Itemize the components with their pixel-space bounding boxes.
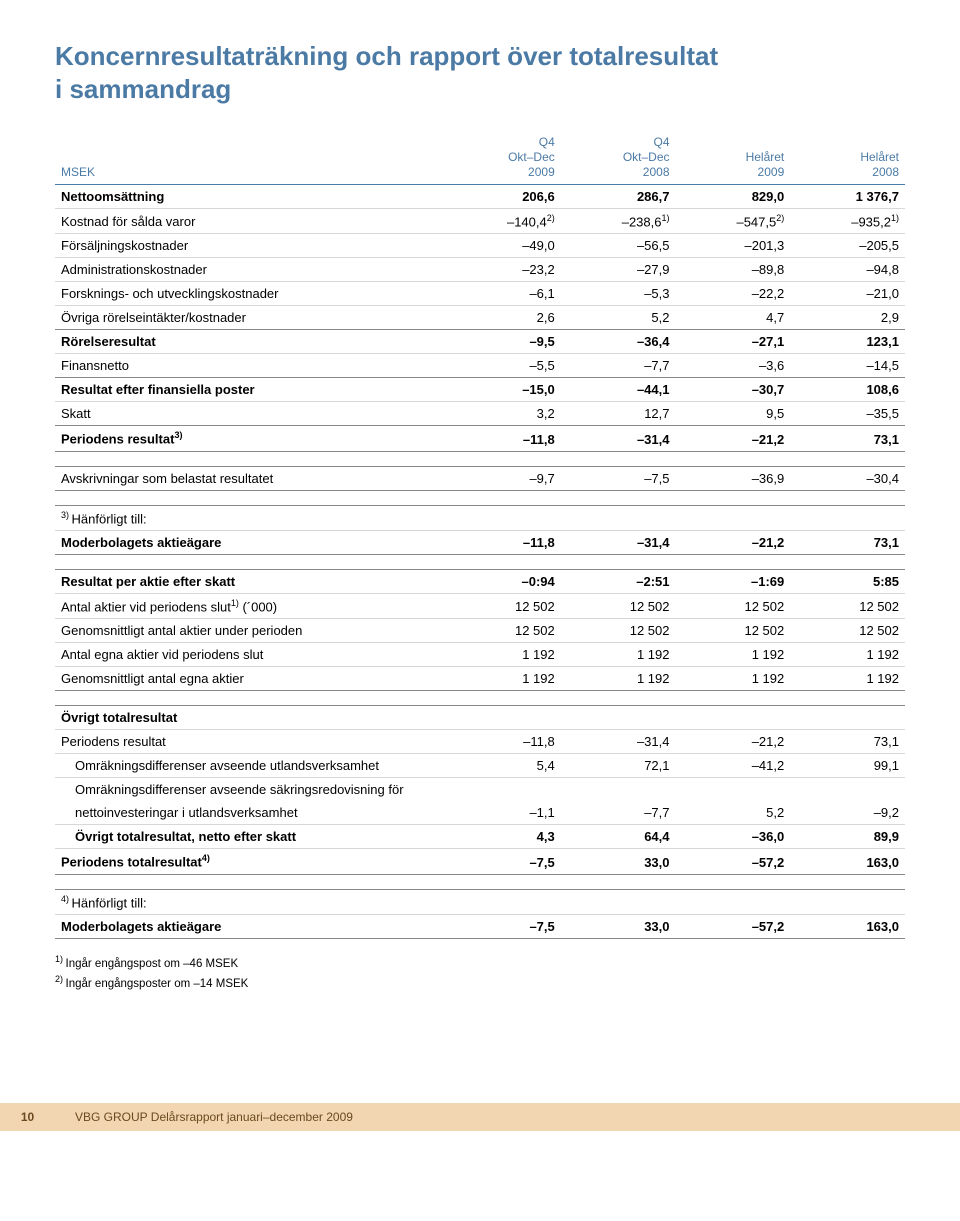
table-row: Periodens resultat3) –11,8–31,4–21,273,1 (55, 426, 905, 451)
footnotes: 1) Ingår engångspost om –46 MSEK 2) Ingå… (55, 953, 905, 993)
title-line2: i sammandrag (55, 74, 231, 104)
table-row: Resultat efter finansiella poster–15,0–4… (55, 378, 905, 402)
table-row: Rörelseresultat–9,5–36,4–27,1123,1 (55, 330, 905, 354)
table-row: Omräkningsdifferenser avseende utlandsve… (55, 754, 905, 778)
col-msek: MSEK (55, 131, 446, 185)
table-row: Övrigt totalresultat (55, 706, 905, 730)
gap-row (55, 490, 905, 505)
col-year-2009: Helåret 2009 (676, 131, 791, 185)
gap-row (55, 691, 905, 706)
table-row: Övrigt totalresultat, netto efter skatt4… (55, 825, 905, 849)
col-q4-2009: Q4 Okt–Dec 2009 (446, 131, 561, 185)
table-row: Övriga rörelseintäkter/kostnader2,65,24,… (55, 306, 905, 330)
table-row: Avskrivningar som belastat resultatet–9,… (55, 466, 905, 490)
gap-row (55, 554, 905, 569)
page-footer: 10 VBG GROUP Delårsrapport januari–decem… (0, 1103, 960, 1131)
col-q4-2008: Q4 Okt–Dec 2008 (561, 131, 676, 185)
table-row: Skatt3,212,79,5–35,5 (55, 402, 905, 426)
table-row: Genomsnittligt antal aktier under period… (55, 619, 905, 643)
table-row: nettoinvesteringar i utlandsverksamhet–1… (55, 801, 905, 825)
col-year-2008: Helåret 2008 (790, 131, 905, 185)
table-row: 3) Hänförligt till: (55, 505, 905, 530)
footer-text: VBG GROUP Delårsrapport januari–december… (55, 1110, 353, 1124)
table-row: Antal aktier vid periodens slut1) (´000)… (55, 593, 905, 618)
table-row: Administrationskostnader–23,2–27,9–89,8–… (55, 258, 905, 282)
gap-row (55, 451, 905, 466)
table-row: Forsknings- och utvecklingskostnader–6,1… (55, 282, 905, 306)
table-row: Nettoomsättning 206,6286,7829,01 376,7 (55, 185, 905, 209)
table-row: Finansnetto–5,5–7,7–3,6–14,5 (55, 354, 905, 378)
table-row: Resultat per aktie efter skatt–0:94–2:51… (55, 569, 905, 593)
title-line1: Koncernresultaträkning och rapport över … (55, 41, 718, 71)
table-row: Periodens totalresultat4) –7,533,0–57,21… (55, 849, 905, 874)
gap-row (55, 874, 905, 889)
table-row: Periodens resultat–11,8–31,4–21,273,1 (55, 730, 905, 754)
page-title: Koncernresultaträkning och rapport över … (55, 40, 905, 105)
table-row: Antal egna aktier vid periodens slut1 19… (55, 643, 905, 667)
table-row: Försäljningskostnader–49,0–56,5–201,3–20… (55, 234, 905, 258)
table-row: Moderbolagets aktieägare–11,8–31,4–21,27… (55, 530, 905, 554)
table-row: Kostnad för sålda varor –140,42) –238,61… (55, 209, 905, 234)
page-number: 10 (0, 1110, 55, 1124)
income-statement-table: MSEK Q4 Okt–Dec 2009 Q4 Okt–Dec 2008 Hel… (55, 131, 905, 939)
table-row: Omräkningsdifferenser avseende säkringsr… (55, 778, 905, 802)
table-row: Genomsnittligt antal egna aktier1 1921 1… (55, 667, 905, 691)
table-row: Moderbolagets aktieägare–7,533,0–57,2163… (55, 914, 905, 938)
table-row: 4) Hänförligt till: (55, 889, 905, 914)
